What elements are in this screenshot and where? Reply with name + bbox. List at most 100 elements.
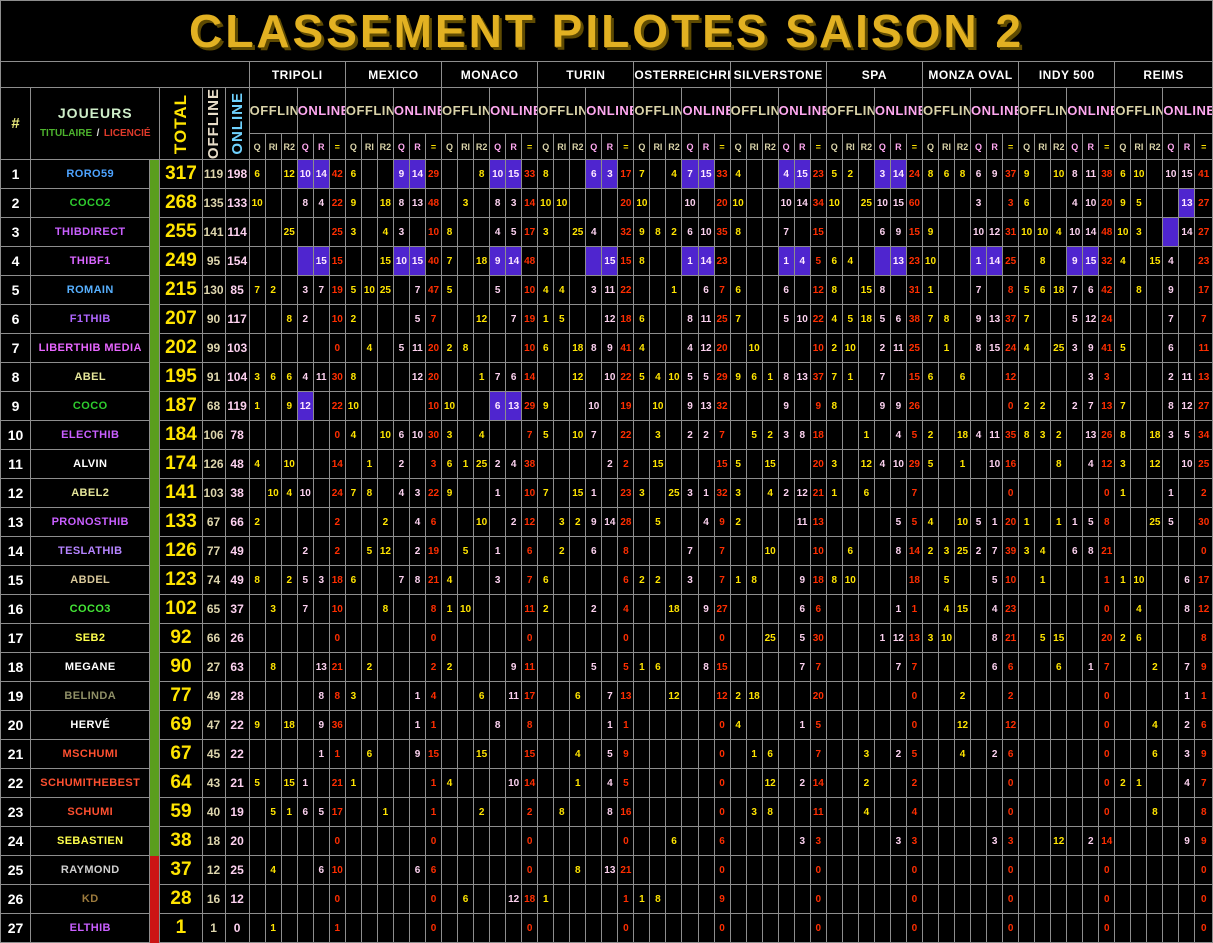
score-turin-q-online: 10 — [585, 391, 603, 422]
score-reims-r-online — [1178, 623, 1196, 654]
score-mexico-r2-offline: 8 — [376, 594, 394, 625]
score-mexico-q-online — [392, 623, 410, 654]
score-turin-total-equals: 15 — [617, 246, 635, 277]
score-monza-oval-r1-offline — [937, 855, 956, 886]
score-tripoli-r2-offline — [280, 855, 298, 886]
score-monza-oval-r2-offline — [954, 275, 972, 306]
score-tripoli-r2-offline — [280, 188, 298, 219]
offline-points: 65 — [201, 594, 226, 625]
score-osterreichring-r2-offline — [665, 536, 683, 567]
score-mexico-total-equals: 19 — [424, 536, 443, 567]
score-tripoli-q-online — [296, 217, 314, 248]
score-mexico-q-online: 8 — [392, 188, 410, 219]
score-silverstone-q-offline: 2 — [729, 507, 747, 538]
score-turin-total-equals: 1 — [617, 884, 635, 915]
score-silverstone-r2-offline — [761, 333, 779, 364]
score-monza-oval-r-online — [986, 681, 1004, 712]
track-5-r2-offline-header: R2 — [761, 133, 779, 161]
score-monaco-r-online — [505, 536, 523, 567]
score-monza-oval-q-offline — [921, 826, 939, 857]
score-monza-oval-q-offline: 2 — [921, 536, 939, 567]
online-points: 133 — [224, 188, 250, 219]
score-reims-r-online: 1 — [1178, 681, 1196, 712]
total-points: 126 — [159, 536, 203, 567]
score-tripoli-r-online — [312, 449, 330, 480]
score-tripoli-q-offline — [248, 217, 266, 248]
score-spa-total-equals: 31 — [905, 275, 923, 306]
score-monza-oval-r1-offline: 4 — [937, 594, 956, 625]
score-mexico-r-online: 13 — [408, 188, 426, 219]
player-name: MEGANE — [30, 652, 151, 683]
score-indy-500-r1-offline — [1034, 855, 1052, 886]
score-indy-500-q-offline — [1018, 449, 1036, 480]
score-silverstone-r-online: 6 — [793, 594, 811, 625]
score-monza-oval-r1-offline — [937, 420, 956, 451]
score-silverstone-q-offline — [729, 536, 747, 567]
status-bar-green — [149, 652, 161, 682]
score-monaco-r1-offline — [457, 826, 475, 857]
score-reims-q-online — [1162, 913, 1180, 943]
score-monza-oval-r-online — [986, 391, 1004, 422]
score-spa-r-online — [889, 768, 907, 799]
player-row-13: 13 PRONOSTHIB 133 67 66 2 2 2 4 6 10 2 12 3 2 9 14 28 5 4 9 2… — [0, 507, 1213, 538]
score-silverstone-total-equals: 0 — [809, 884, 827, 915]
score-spa-q-offline: 3 — [825, 449, 843, 480]
score-osterreichring-q-offline — [633, 855, 651, 886]
score-indy-500-r2-offline: 10 — [1050, 159, 1068, 190]
score-silverstone-total-equals: 20 — [809, 449, 827, 480]
score-reims-q-online: 8 — [1162, 391, 1180, 422]
score-silverstone-total-equals: 6 — [809, 594, 827, 625]
score-mexico-q-online: 6 — [392, 420, 410, 451]
total-points: 38 — [159, 826, 203, 857]
total-points: 255 — [159, 217, 203, 248]
score-monaco-r1-offline — [457, 652, 475, 683]
score-osterreichring-q-offline — [633, 507, 651, 538]
score-indy-500-r1-offline — [1034, 304, 1052, 335]
player-name: SCHUMI — [30, 797, 151, 828]
score-tripoli-r1-offline — [264, 420, 282, 451]
score-tripoli-r2-offline: 1 — [280, 797, 298, 828]
score-osterreichring-total-equals: 15 — [713, 449, 731, 480]
score-mexico-r2-offline: 10 — [376, 420, 394, 451]
score-mexico-q-offline — [344, 333, 362, 364]
score-tripoli-r-online: 4 — [312, 188, 330, 219]
score-indy-500-r-online: 1 — [1082, 652, 1100, 683]
score-monaco-q-online — [489, 681, 507, 712]
score-silverstone-r1-offline — [745, 449, 763, 480]
score-mexico-r-online — [408, 768, 426, 799]
score-turin-q-offline: 5 — [537, 420, 555, 451]
score-silverstone-total-equals: 7 — [809, 739, 827, 770]
score-reims-r-online: 15 — [1178, 159, 1196, 190]
score-monza-oval-r1-offline: 5 — [937, 565, 956, 596]
score-reims-r1-offline — [1130, 855, 1148, 886]
score-monaco-r1-offline — [457, 623, 475, 654]
score-indy-500-q-offline: 1 — [1018, 507, 1036, 538]
track-7-q-offline-header: Q — [921, 133, 939, 161]
online-points: 66 — [224, 507, 250, 538]
score-turin-total-equals: 21 — [617, 855, 635, 886]
score-turin-r1-offline — [553, 565, 571, 596]
score-silverstone-q-offline — [729, 826, 747, 857]
score-tripoli-r2-offline: 12 — [280, 159, 298, 190]
score-tripoli-total-equals: 17 — [328, 797, 346, 828]
score-mexico-r2-offline — [376, 739, 394, 770]
score-spa-r1-offline: 10 — [841, 565, 859, 596]
score-silverstone-r-online — [793, 217, 811, 248]
score-spa-r-online: 1 — [889, 594, 907, 625]
score-reims-total-equals: 2 — [1194, 478, 1213, 509]
offline-points: 49 — [201, 681, 226, 712]
score-silverstone-r1-offline — [745, 188, 763, 219]
score-spa-total-equals: 0 — [905, 913, 923, 943]
score-turin-r-online — [601, 217, 619, 248]
score-tripoli-r1-offline: 5 — [264, 797, 282, 828]
track-header-9: REIMS — [1114, 61, 1213, 88]
score-reims-q-offline — [1114, 536, 1132, 567]
score-mexico-total-equals: 0 — [424, 913, 443, 943]
score-silverstone-r-online — [793, 333, 811, 364]
track-4-total-equals-header: = — [713, 133, 731, 161]
score-monaco-q-offline — [441, 739, 459, 770]
player-row-12: 12 ABEL2 141 103 38 10 4 10 24 7 8 4 3 22 9 1 10 7 15 1 23 3 2… — [0, 478, 1213, 509]
score-monaco-q-offline: 2 — [441, 333, 459, 364]
track-2-q-offline-header: Q — [441, 133, 459, 161]
track-4-r-online-header: R — [697, 133, 715, 161]
